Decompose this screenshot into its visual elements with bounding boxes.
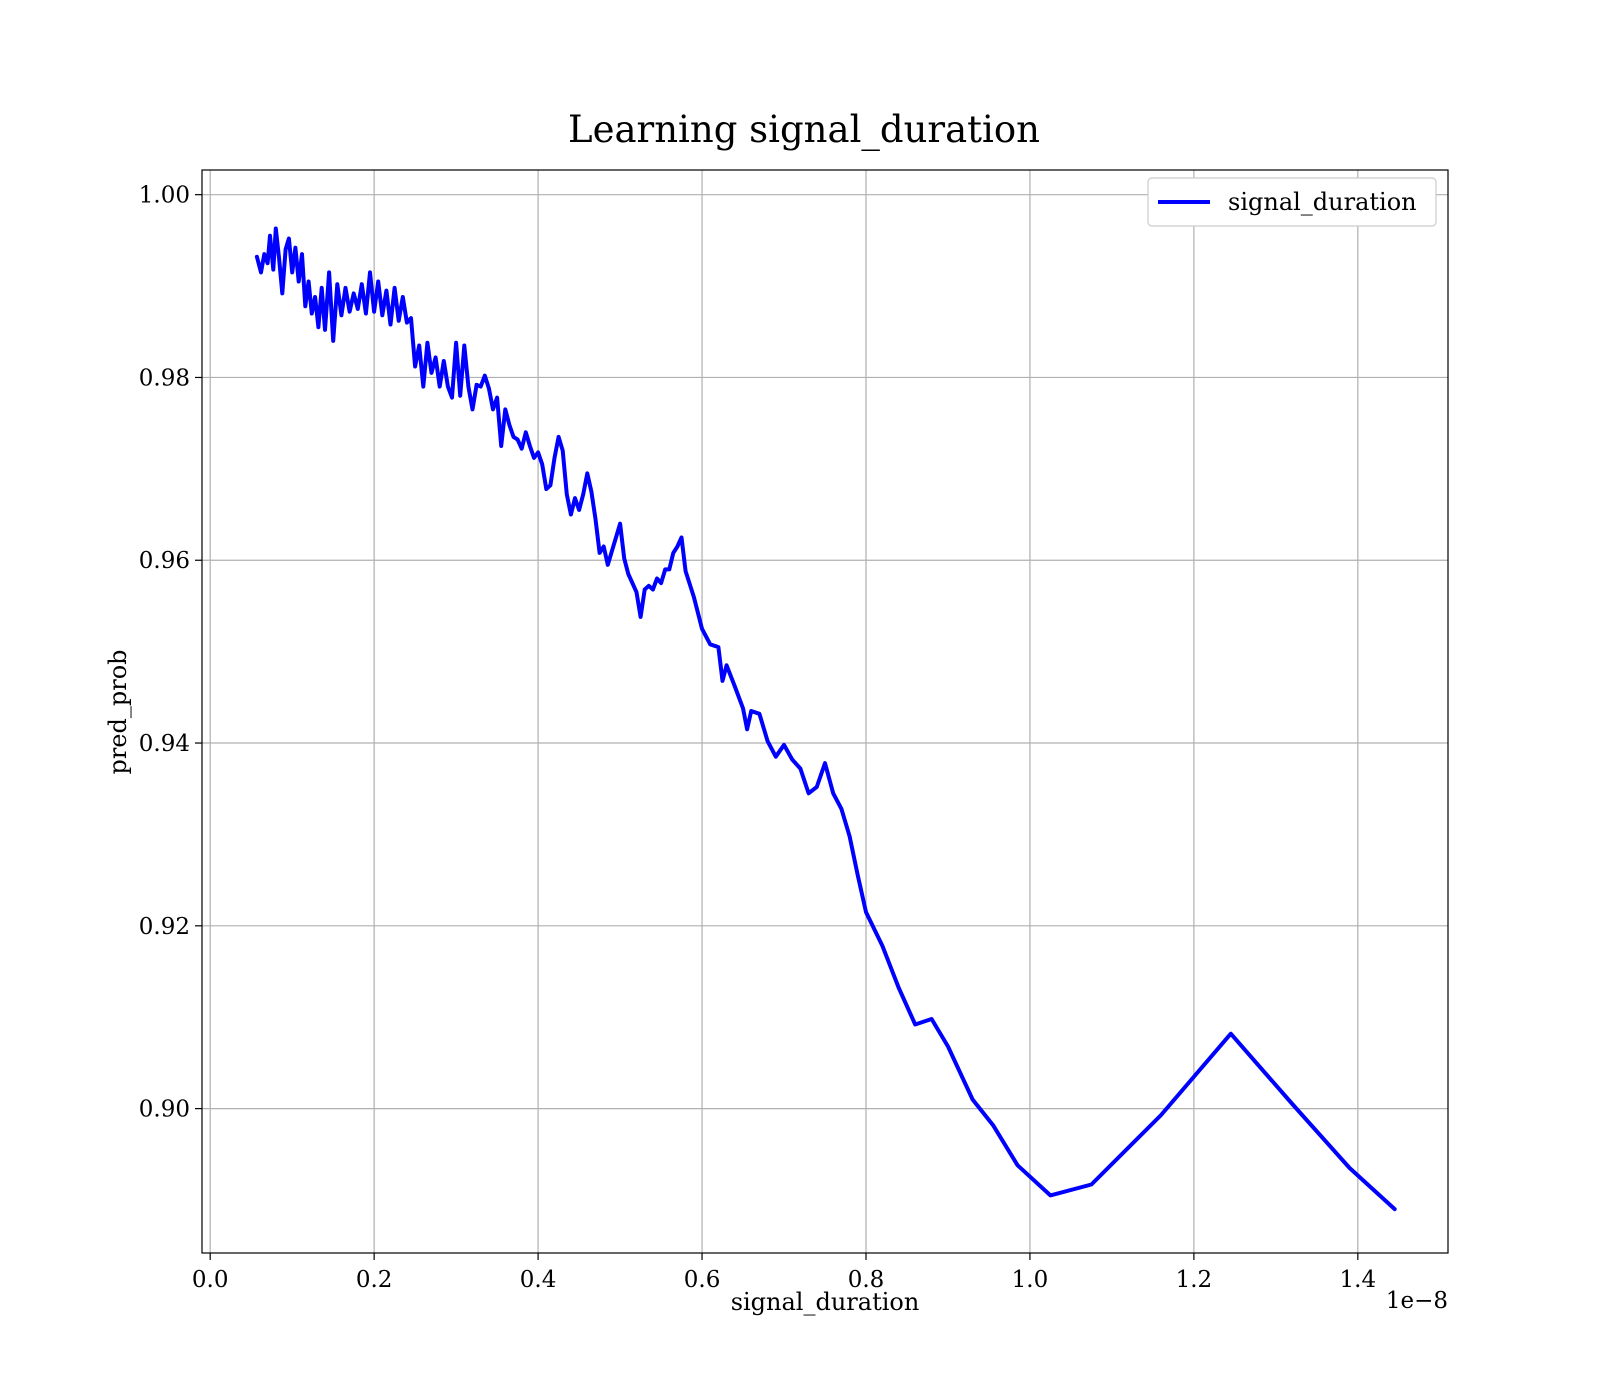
x-axis-label: signal_duration bbox=[731, 1288, 920, 1316]
legend-box bbox=[1147, 177, 1437, 227]
x-tick-label: 0.4 bbox=[520, 1267, 557, 1293]
legend: signal_duration bbox=[1147, 177, 1437, 227]
chart-title: Learning signal_duration bbox=[568, 108, 1040, 152]
y-tick-label: 0.90 bbox=[139, 1097, 190, 1123]
series-layer bbox=[254, 226, 1397, 1212]
legend-entry: signal_duration bbox=[1228, 188, 1417, 216]
grid bbox=[202, 170, 1448, 1253]
y-tick-label: 0.92 bbox=[139, 914, 190, 940]
y-tick-label: 0.94 bbox=[139, 731, 190, 757]
y-tick-label: 0.98 bbox=[139, 365, 190, 391]
x-axis-ticks: 0.0 0.2 0.4 0.6 0.8 1.0 1.2 1.4 bbox=[192, 1253, 1376, 1293]
x-tick-label: 0.2 bbox=[356, 1267, 393, 1293]
x-tick-label: 0.8 bbox=[848, 1267, 885, 1293]
plot-frame bbox=[201, 169, 1449, 1254]
series-line bbox=[254, 226, 1397, 1212]
x-tick-label: 1.4 bbox=[1340, 1267, 1377, 1293]
y-axis-ticks: 0.90 0.92 0.94 0.96 0.98 1.00 bbox=[139, 183, 202, 1123]
x-tick-label: 0.6 bbox=[684, 1267, 721, 1293]
x-tick-label: 1.0 bbox=[1012, 1267, 1049, 1293]
x-axis-offset-label: 1e−8 bbox=[1386, 1288, 1448, 1314]
y-tick-label: 1.00 bbox=[139, 183, 190, 209]
x-tick-label: 0.0 bbox=[192, 1267, 229, 1293]
x-tick-label: 1.2 bbox=[1176, 1267, 1213, 1293]
y-axis-label: pred_prob bbox=[104, 649, 132, 774]
y-tick-label: 0.96 bbox=[139, 548, 190, 574]
